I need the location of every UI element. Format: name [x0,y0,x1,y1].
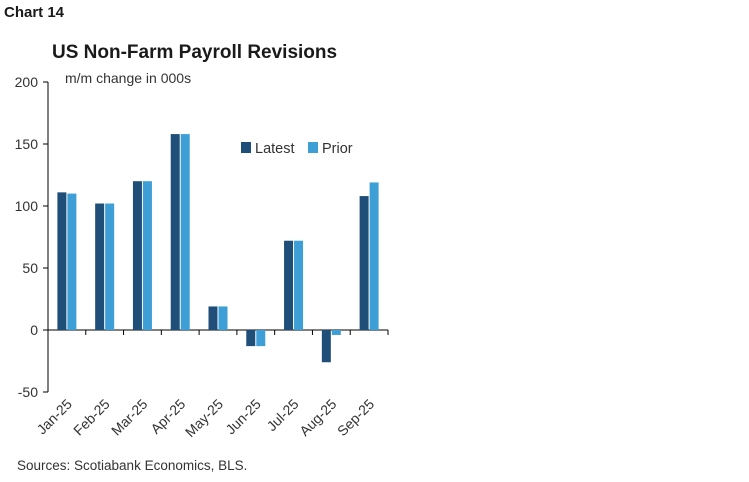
x-tick-label: May-25 [182,396,226,440]
bar-prior-apr-25 [180,134,190,330]
y-tick-label: 0 [30,322,38,338]
bar-prior-jun-25 [256,330,266,347]
y-tick-label: 100 [15,198,39,214]
bar-latest-mar-25 [132,181,142,330]
x-tick-label: Jan-25 [33,396,75,438]
chart-number-label: Chart 14 [4,4,65,21]
bar-prior-may-25 [218,306,228,330]
x-tick-label: Aug-25 [296,396,339,439]
bar-latest-apr-25 [170,134,180,330]
bar-latest-may-25 [208,306,218,330]
legend-swatch-latest [241,142,251,153]
y-tick-label: 200 [15,74,39,90]
legend-swatch-prior [308,142,318,153]
bar-latest-jul-25 [284,240,294,330]
x-tick-label: Mar-25 [108,396,151,439]
bar-prior-mar-25 [142,181,152,330]
x-tick-label: Feb-25 [70,396,113,439]
legend-label-latest: Latest [255,141,295,157]
legend-label-prior: Prior [322,141,353,157]
bar-latest-feb-25 [95,203,105,330]
y-tick-label: 50 [22,260,38,276]
bars [57,134,379,363]
x-tick-label: Jun-25 [222,396,264,438]
bar-prior-jul-25 [294,240,304,330]
chart-source-note: Sources: Scotiabank Economics, BLS. [17,458,248,473]
bar-latest-sep-25 [359,196,369,330]
legend: Latest Prior [241,141,353,157]
bar-latest-jan-25 [57,192,67,330]
chart-title: US Non-Farm Payroll Revisions [52,42,338,63]
bar-prior-sep-25 [369,182,379,330]
bar-latest-aug-25 [321,330,331,363]
bar-prior-aug-25 [331,330,341,335]
bar-prior-jan-25 [67,193,77,330]
bar-prior-feb-25 [105,203,115,330]
y-tick-label: -50 [18,384,38,400]
bar-latest-jun-25 [246,330,256,347]
y-tick-label: 150 [15,136,39,152]
chart-subtitle: m/m change in 000s [65,70,192,86]
y-axis: -50 0 50 100 150 200 [15,74,49,400]
x-tick-label: Sep-25 [334,396,377,439]
